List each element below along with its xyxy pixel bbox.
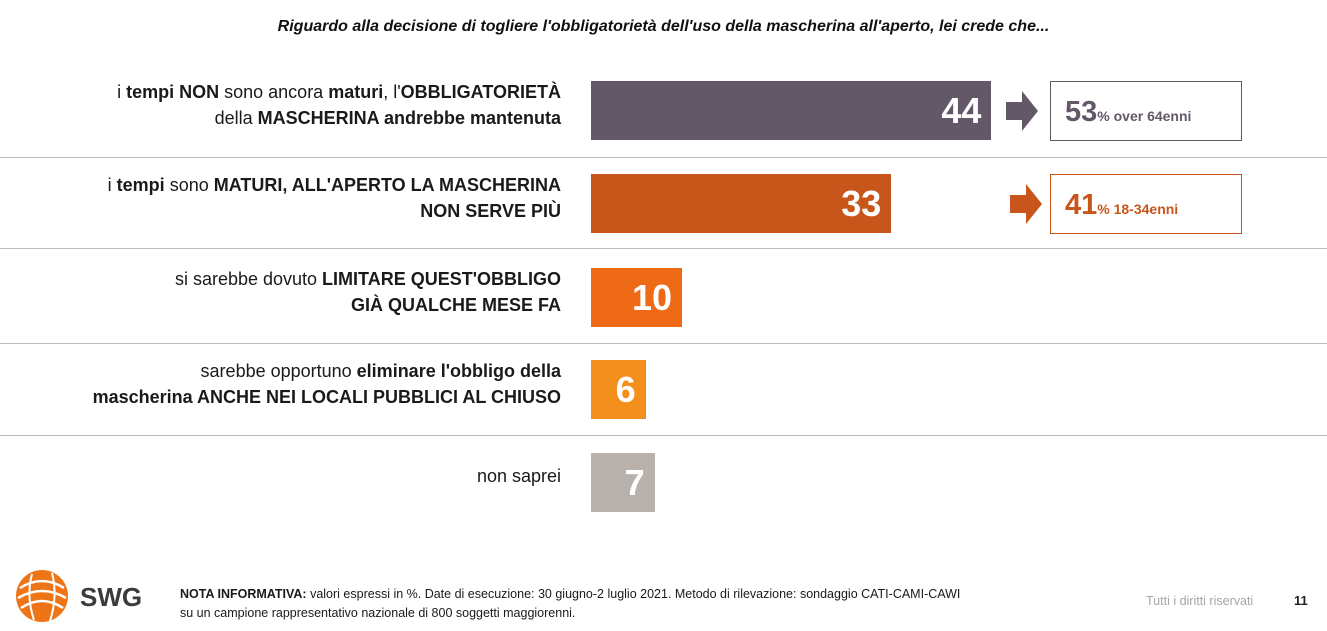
callout-suffix: % over 64enni bbox=[1097, 108, 1192, 124]
row-separator bbox=[0, 343, 1327, 344]
arrow-right-icon bbox=[1006, 91, 1039, 131]
footer-note: NOTA INFORMATIVA: valori espressi in %. … bbox=[180, 585, 1080, 623]
bar-value-label: 10 bbox=[631, 277, 672, 318]
chart-title: Riguardo alla decisione di togliere l'ob… bbox=[277, 18, 1050, 35]
row-label: i tempi NON sono ancora maturi, l'OBBLIG… bbox=[117, 82, 561, 128]
note-label: NOTA INFORMATIVA: bbox=[180, 587, 307, 601]
bar-value-label: 6 bbox=[615, 369, 636, 410]
bar: 44 bbox=[591, 81, 992, 140]
row-label: non saprei bbox=[476, 466, 561, 486]
note-line-2: su un campione rappresentativo nazionale… bbox=[180, 606, 576, 620]
row-separator bbox=[0, 248, 1327, 249]
callout-value: 41 bbox=[1065, 189, 1098, 221]
callout-box: 41% 18-34enni bbox=[1050, 174, 1242, 234]
swg-logo-icon: SWG bbox=[16, 570, 142, 622]
row-separator bbox=[0, 157, 1327, 158]
note-line-1: valori espressi in %. Date di esecuzione… bbox=[306, 587, 961, 601]
swg-logo: SWG bbox=[8, 566, 158, 626]
bar-value-label: 33 bbox=[841, 183, 882, 224]
callout-value: 53 bbox=[1065, 96, 1098, 128]
callout-box: 53% over 64enni bbox=[1050, 81, 1242, 141]
logo-text: SWG bbox=[80, 582, 142, 612]
rights-text: Tutti i diritti riservati bbox=[1146, 594, 1254, 608]
row-label: si sarebbe dovuto LIMITARE QUEST'OBBLIGO… bbox=[174, 269, 561, 315]
bar: 10 bbox=[591, 268, 682, 327]
bar: 6 bbox=[591, 360, 646, 419]
bar-value-label: 7 bbox=[624, 462, 645, 503]
row-separator bbox=[0, 435, 1327, 436]
row-label: i tempi sono MATURI, ALL'APERTO LA MASCH… bbox=[107, 175, 561, 221]
bar: 33 bbox=[591, 174, 892, 233]
bar-value-label: 44 bbox=[941, 90, 982, 131]
page-number: 11 bbox=[1294, 593, 1308, 608]
bar: 7 bbox=[591, 453, 655, 512]
row-label: sarebbe opportuno eliminare l'obbligo de… bbox=[92, 361, 561, 407]
arrow-right-icon bbox=[1010, 184, 1042, 224]
callout-suffix: % 18-34enni bbox=[1097, 201, 1179, 217]
